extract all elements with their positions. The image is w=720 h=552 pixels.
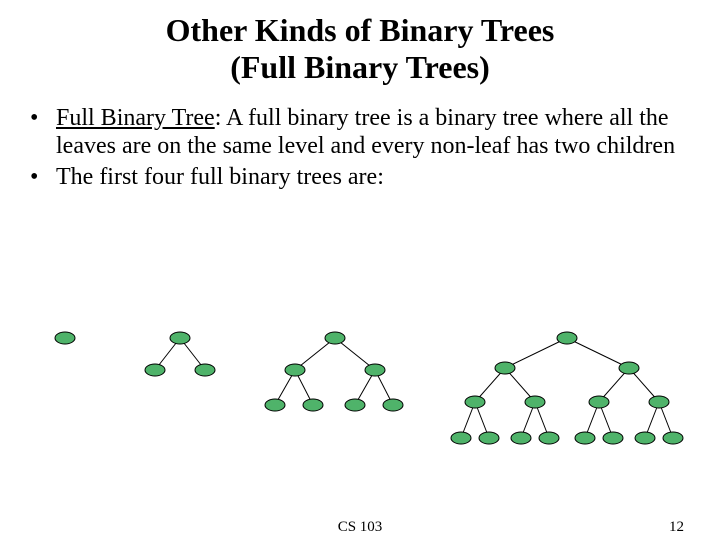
tree-node: [55, 332, 75, 344]
tree-diagram-1: [50, 330, 90, 360]
footer-page-number: 12: [669, 519, 684, 536]
tree-node: [265, 399, 285, 411]
tree-node: [589, 396, 609, 408]
tree-edge: [505, 338, 567, 368]
tree-node: [345, 399, 365, 411]
bullet-dot: •: [30, 104, 56, 162]
tree-node: [383, 399, 403, 411]
tree-node: [603, 432, 623, 444]
tree-edge: [567, 338, 629, 368]
tree-node: [195, 364, 215, 376]
tree-node: [557, 332, 577, 344]
tree-node: [619, 362, 639, 374]
tree-node: [495, 362, 515, 374]
tree-node: [145, 364, 165, 376]
tree-node: [465, 396, 485, 408]
title-line-1: Other Kinds of Binary Trees: [0, 12, 720, 49]
title-line-2: (Full Binary Trees): [0, 49, 720, 86]
bullet-1: • Full Binary Tree: A full binary tree i…: [30, 104, 690, 162]
tree-node: [170, 332, 190, 344]
tree-node: [649, 396, 669, 408]
tree-node: [325, 332, 345, 344]
bullet-2-text: The first four full binary trees are:: [56, 163, 690, 192]
slide-title: Other Kinds of Binary Trees (Full Binary…: [0, 12, 720, 86]
slide-body: • Full Binary Tree: A full binary tree i…: [30, 104, 690, 192]
footer-course: CS 103: [0, 519, 720, 536]
bullet-1-text: Full Binary Tree: A full binary tree is …: [56, 104, 690, 162]
tree-node: [635, 432, 655, 444]
tree-node: [575, 432, 595, 444]
tree-node: [663, 432, 683, 444]
tree-diagram-2: [135, 330, 225, 390]
tree-node: [539, 432, 559, 444]
trees-diagram: [50, 330, 690, 475]
tree-diagram-3: [255, 330, 415, 425]
tree-node: [365, 364, 385, 376]
term-full-binary-tree: Full Binary Tree: [56, 105, 215, 131]
tree-node: [511, 432, 531, 444]
tree-node: [303, 399, 323, 411]
tree-node: [479, 432, 499, 444]
bullet-2: • The first four full binary trees are:: [30, 163, 690, 192]
tree-node: [525, 396, 545, 408]
tree-node: [285, 364, 305, 376]
tree-node: [451, 432, 471, 444]
tree-diagram-4: [445, 330, 690, 460]
bullet-dot: •: [30, 163, 56, 192]
